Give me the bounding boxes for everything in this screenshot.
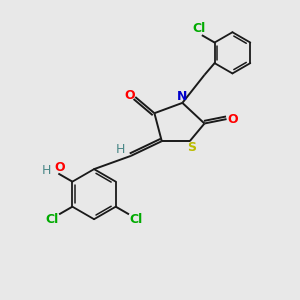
Text: O: O <box>228 112 238 126</box>
Text: Cl: Cl <box>45 213 58 226</box>
Text: Cl: Cl <box>192 22 206 35</box>
Text: O: O <box>124 89 135 102</box>
Text: Cl: Cl <box>130 213 143 226</box>
Text: N: N <box>177 90 188 103</box>
Text: H: H <box>42 164 51 177</box>
Text: S: S <box>187 141 196 154</box>
Text: H: H <box>116 143 125 157</box>
Text: O: O <box>55 160 65 174</box>
